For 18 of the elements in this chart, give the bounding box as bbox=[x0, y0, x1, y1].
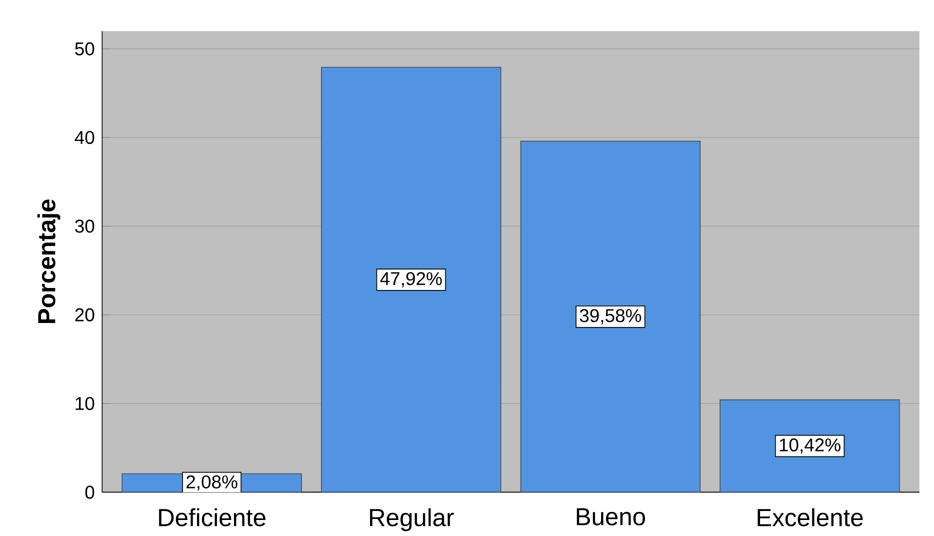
y-tick-label: 30 bbox=[75, 220, 94, 233]
bar bbox=[321, 66, 502, 492]
x-tick-label: Regular bbox=[370, 508, 454, 532]
data-label: 47,92% bbox=[380, 272, 442, 288]
data-label: 10,42% bbox=[780, 438, 840, 454]
x-tick-label: Excelente bbox=[758, 508, 863, 526]
data-label: 39,58% bbox=[580, 309, 642, 324]
data-label: 2,08% bbox=[186, 475, 238, 491]
x-tick-label: Bueno bbox=[576, 508, 645, 526]
y-axis-title: Porcentaje bbox=[37, 200, 60, 323]
x-tick-label: Deficiente bbox=[159, 508, 266, 526]
y-tick-label: 10 bbox=[76, 396, 94, 410]
bar bbox=[720, 399, 900, 492]
y-tick-label: 0 bbox=[85, 486, 94, 499]
bar bbox=[520, 140, 701, 492]
y-tick-label: 40 bbox=[74, 130, 94, 144]
y-tick-label: 50 bbox=[75, 42, 94, 56]
y-tick-label: 20 bbox=[75, 308, 94, 322]
